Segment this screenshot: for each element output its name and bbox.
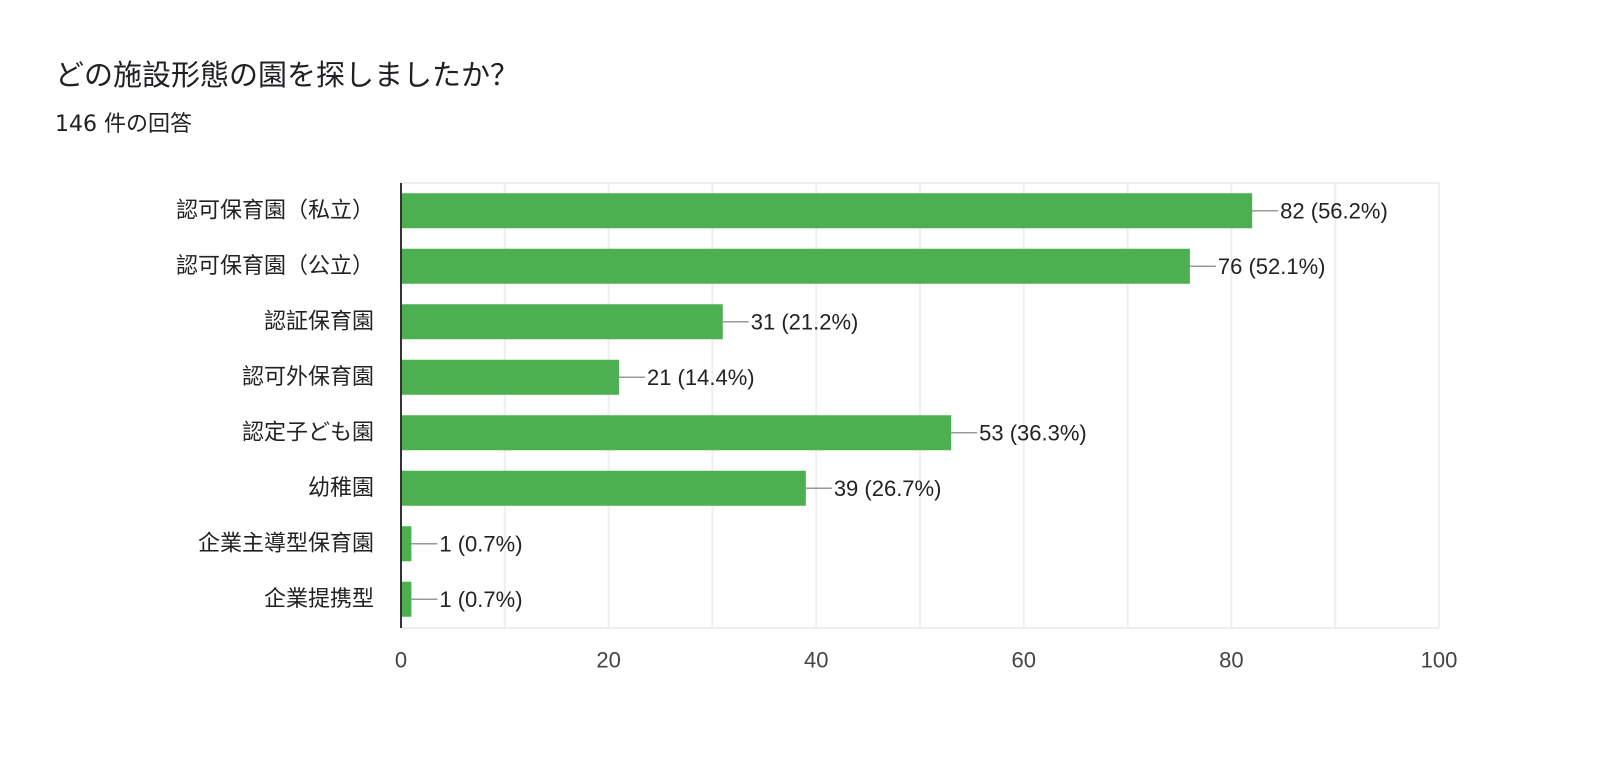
category-label: 企業提携型 <box>264 587 374 612</box>
bar <box>401 248 1190 284</box>
data-label: 1 (0.7%) <box>439 531 522 556</box>
data-label: 53 (36.3%) <box>979 420 1087 445</box>
x-tick-label: 40 <box>804 648 828 673</box>
x-tick-label: 100 <box>1421 648 1458 673</box>
category-label: 認可保育園（私立） <box>176 198 374 223</box>
category-label: 認証保育園 <box>264 309 374 334</box>
response-count: 146 件の回答 <box>55 112 192 137</box>
data-label: 76 (52.1%) <box>1218 254 1326 279</box>
category-label: 幼稚園 <box>308 476 374 501</box>
data-label: 1 (0.7%) <box>439 587 522 612</box>
bars <box>401 193 1279 617</box>
bar <box>401 193 1253 229</box>
x-tick-label: 0 <box>395 648 407 673</box>
category-label: 認可保育園（公立） <box>176 254 374 279</box>
category-label: 認可外保育園 <box>242 365 374 390</box>
category-label: 企業主導型保育園 <box>198 531 374 556</box>
bar <box>401 470 806 506</box>
bar <box>401 304 723 340</box>
bar <box>401 526 412 562</box>
data-label: 39 (26.7%) <box>834 476 942 501</box>
bar <box>401 359 619 395</box>
data-label: 82 (56.2%) <box>1280 198 1388 223</box>
data-label: 31 (21.2%) <box>751 309 859 334</box>
category-label: 認定子ども園 <box>242 420 374 445</box>
x-tick-label: 20 <box>596 648 620 673</box>
x-tick-label: 60 <box>1012 648 1036 673</box>
chart-title: どの施設形態の園を探しましたか？ <box>55 58 520 92</box>
labels: 82 (56.2%) 認可保育園（私立） 76 (52.1%) 認可保育園（公立） 31… <box>176 198 1457 672</box>
data-label: 21 (14.4%) <box>647 365 755 390</box>
x-tick-label: 80 <box>1219 648 1243 673</box>
bar <box>401 415 952 451</box>
bar <box>401 581 412 617</box>
